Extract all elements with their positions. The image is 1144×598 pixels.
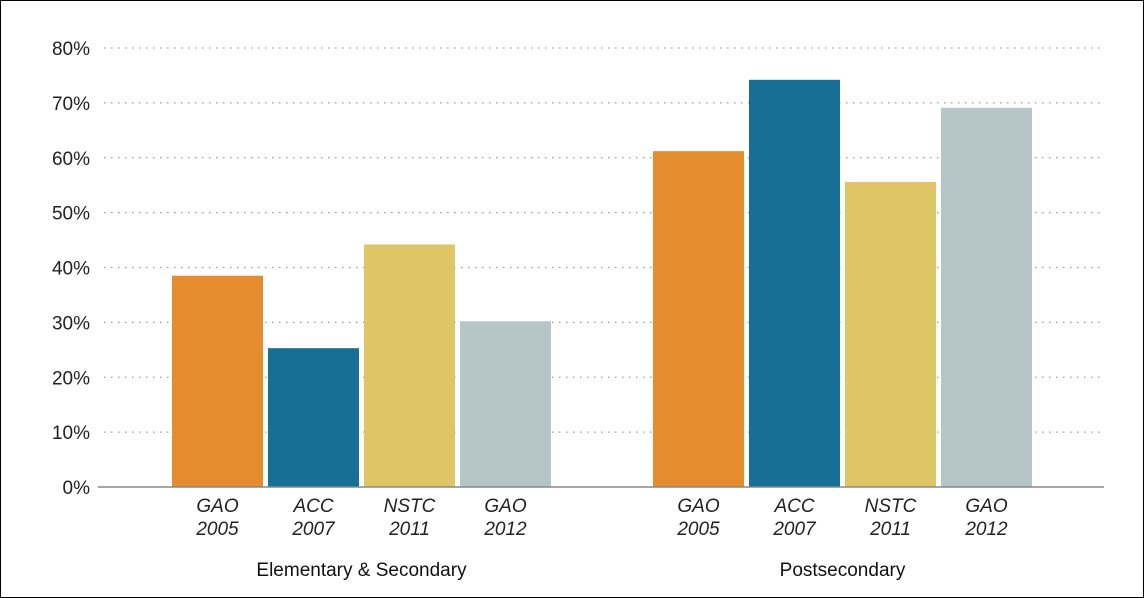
y-tick-label: 0% bbox=[63, 478, 91, 499]
y-tick-label: 60% bbox=[52, 149, 90, 170]
y-tick-label: 30% bbox=[52, 313, 90, 334]
group-label: Elementary & Secondary bbox=[256, 560, 467, 581]
category-label: 2005 bbox=[195, 519, 239, 540]
category-label: 2012 bbox=[964, 519, 1008, 540]
category-label: NSTC bbox=[384, 496, 436, 517]
bar bbox=[749, 79, 840, 487]
category-label: 2007 bbox=[772, 519, 817, 540]
category-label: 2005 bbox=[676, 519, 720, 540]
category-label: GAO bbox=[965, 496, 1007, 517]
bar bbox=[460, 321, 551, 487]
category-label: ACC bbox=[773, 496, 814, 517]
category-label: GAO bbox=[677, 496, 719, 517]
category-label: 2007 bbox=[291, 519, 336, 540]
group-label: Postsecondary bbox=[780, 560, 906, 581]
y-tick-label: 20% bbox=[52, 368, 90, 389]
bar bbox=[845, 181, 936, 487]
y-tick-label: 50% bbox=[52, 204, 90, 225]
y-tick-label: 70% bbox=[52, 94, 90, 115]
y-tick-label: 40% bbox=[52, 259, 90, 280]
bar bbox=[268, 348, 359, 487]
category-label: GAO bbox=[196, 496, 238, 517]
category-label: 2012 bbox=[483, 519, 527, 540]
category-label: 2011 bbox=[869, 519, 911, 540]
bar bbox=[172, 275, 263, 487]
category-label: 2011 bbox=[388, 519, 430, 540]
y-tick-label: 80% bbox=[52, 39, 90, 60]
category-label: GAO bbox=[484, 496, 526, 517]
bar bbox=[653, 151, 744, 488]
bar bbox=[941, 107, 1032, 487]
category-label: ACC bbox=[292, 496, 333, 517]
y-tick-label: 10% bbox=[52, 423, 90, 444]
category-label: NSTC bbox=[865, 496, 917, 517]
bar bbox=[364, 244, 455, 487]
